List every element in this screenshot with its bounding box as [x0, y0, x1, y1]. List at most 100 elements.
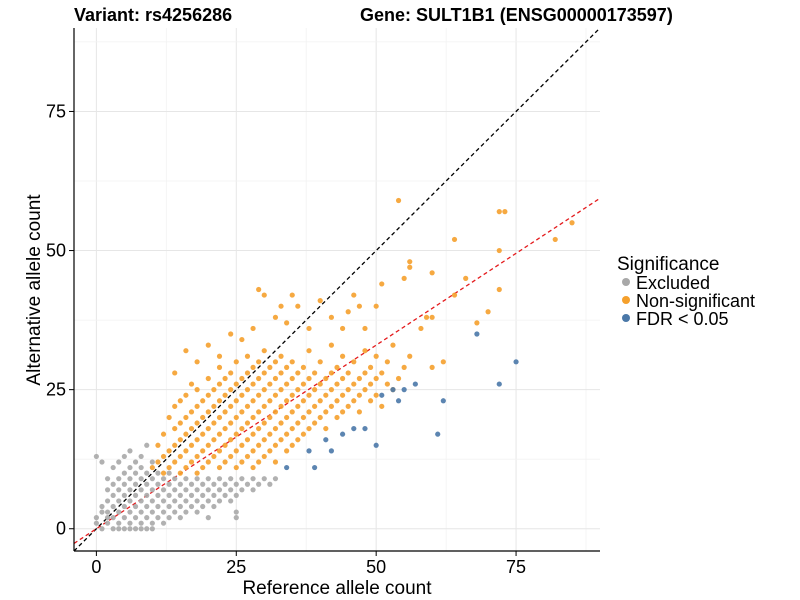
data-point	[166, 492, 172, 498]
data-point	[300, 398, 307, 404]
y-tick-label: 50	[46, 241, 66, 261]
data-point	[300, 431, 307, 437]
data-points	[93, 197, 575, 532]
data-point	[116, 509, 122, 515]
data-point	[149, 526, 155, 532]
data-point	[132, 515, 139, 521]
data-point	[183, 464, 189, 471]
data-point	[149, 520, 155, 526]
data-point	[239, 375, 245, 382]
data-point	[429, 364, 435, 370]
data-point	[155, 459, 161, 465]
data-point	[233, 359, 239, 365]
data-point	[116, 487, 122, 493]
data-point	[144, 515, 150, 521]
data-point	[328, 342, 335, 348]
data-point	[228, 487, 234, 493]
data-point	[261, 453, 267, 460]
data-point	[211, 453, 217, 460]
data-point	[104, 515, 111, 521]
data-point	[345, 370, 351, 376]
data-point	[155, 442, 161, 448]
data-point	[205, 476, 211, 482]
data-point	[384, 359, 390, 365]
data-point	[183, 414, 189, 421]
data-point	[104, 476, 111, 482]
data-point	[188, 409, 195, 415]
data-point	[289, 409, 295, 415]
data-point	[250, 487, 256, 493]
data-point	[267, 398, 273, 404]
data-point	[306, 375, 312, 382]
data-point	[132, 526, 139, 532]
data-point	[155, 481, 161, 487]
data-point	[256, 375, 262, 382]
x-tick-label: 75	[506, 557, 526, 577]
data-point	[172, 442, 178, 448]
data-point	[250, 448, 256, 454]
data-point	[166, 448, 172, 454]
data-point	[289, 292, 295, 298]
data-point	[127, 509, 133, 515]
data-point	[306, 448, 312, 454]
data-point	[239, 476, 245, 482]
data-point	[267, 448, 273, 454]
data-point	[228, 331, 234, 337]
data-point	[339, 431, 346, 437]
data-point	[317, 298, 323, 304]
data-point	[149, 464, 155, 471]
data-point	[205, 425, 211, 432]
data-point	[356, 409, 362, 415]
data-point	[552, 236, 558, 243]
data-point	[496, 381, 502, 387]
data-point	[110, 515, 116, 521]
data-point	[205, 409, 211, 415]
data-point	[194, 498, 200, 504]
data-point	[166, 414, 172, 421]
data-point	[356, 375, 362, 382]
data-point	[127, 487, 133, 493]
data-point	[261, 437, 267, 443]
data-point	[440, 359, 446, 365]
data-point	[216, 364, 223, 370]
data-point	[172, 487, 178, 493]
data-point	[239, 442, 245, 448]
data-point	[116, 459, 122, 465]
data-point	[121, 492, 127, 498]
data-point	[200, 464, 206, 471]
data-point	[474, 331, 480, 337]
data-point	[351, 359, 357, 365]
data-point	[407, 264, 413, 270]
data-point	[345, 387, 351, 393]
data-point	[205, 459, 211, 465]
data-point	[272, 314, 279, 320]
data-point	[474, 320, 480, 326]
data-point	[222, 492, 228, 498]
data-point	[93, 453, 99, 460]
data-point	[228, 498, 234, 504]
data-point	[172, 425, 178, 432]
data-point	[244, 353, 251, 359]
data-point	[149, 498, 155, 504]
data-point	[312, 420, 318, 426]
data-point	[412, 381, 418, 387]
data-point	[211, 420, 217, 426]
axis-ticks: 0 25 50 75 0 25 50 75	[46, 101, 526, 577]
data-point	[569, 220, 575, 226]
data-point	[306, 425, 312, 432]
data-point	[334, 364, 340, 370]
data-point	[317, 414, 323, 421]
data-point	[295, 420, 301, 426]
data-point	[244, 403, 251, 409]
data-point	[177, 481, 183, 487]
data-point	[334, 381, 340, 387]
data-point	[267, 381, 273, 387]
data-point	[194, 509, 200, 515]
data-point	[256, 481, 262, 487]
data-point	[116, 520, 122, 526]
data-point	[317, 359, 323, 365]
data-point	[138, 498, 144, 504]
data-point	[216, 498, 223, 504]
data-point	[138, 487, 144, 493]
